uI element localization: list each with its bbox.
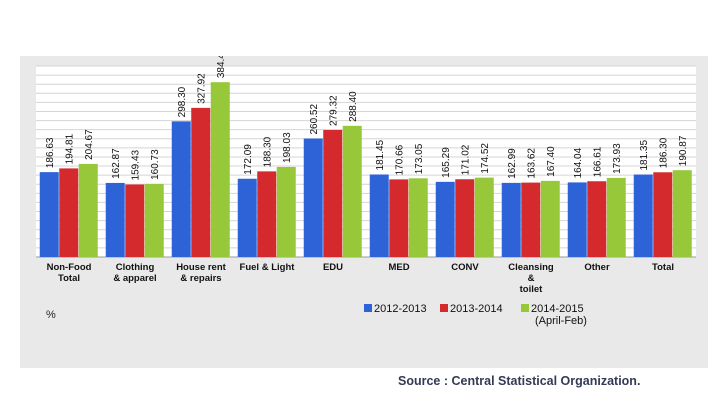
- bar-2013-2014-2: [191, 107, 211, 257]
- value-label: 165.29: [441, 147, 452, 178]
- value-label: 384.41: [216, 56, 227, 78]
- category-label: Non-Food: [47, 262, 92, 273]
- source-note: Source : Central Statistical Organizatio…: [398, 374, 641, 388]
- bar-2014-2015-2: [210, 82, 230, 258]
- value-label: 171.02: [461, 144, 472, 175]
- bar-2013-2014-5: [389, 179, 409, 257]
- bar-2013-2014-6: [455, 179, 475, 257]
- category-label: Fuel & Light: [240, 262, 296, 273]
- legend-label: 2014-2015: [531, 303, 584, 315]
- bar-chart: 186.63 162.87 298.30 172.09 260.52 181.45 165.…: [36, 56, 696, 327]
- value-label: 279.32: [329, 95, 340, 126]
- bar-2013-2014-0: [59, 168, 79, 257]
- bar-2012-2013-8: [567, 182, 587, 257]
- value-label: 288.40: [348, 91, 359, 122]
- value-label: 174.52: [480, 143, 491, 174]
- category-label: Total: [58, 273, 80, 284]
- value-label: 173.93: [612, 143, 623, 174]
- bar-2014-2015-7: [540, 180, 560, 257]
- bar-2013-2014-7: [521, 182, 541, 257]
- category-label: toilet: [520, 284, 544, 295]
- value-label: 181.45: [375, 139, 386, 170]
- value-label: 198.03: [282, 132, 293, 163]
- value-label: 162.87: [111, 148, 122, 179]
- value-label: 194.81: [65, 133, 76, 164]
- value-label: 159.43: [131, 149, 142, 180]
- bar-2014-2015-5: [408, 178, 428, 257]
- value-label: 186.30: [659, 137, 670, 168]
- value-label: 186.63: [45, 137, 56, 168]
- bar-2012-2013-6: [435, 181, 455, 257]
- legend-swatch: [521, 304, 529, 312]
- bar-2014-2015-1: [144, 183, 164, 257]
- value-label: 298.30: [177, 86, 188, 117]
- bar-2013-2014-9: [653, 172, 673, 257]
- bar-2013-2014-4: [323, 129, 343, 257]
- value-label: 204.67: [84, 129, 95, 160]
- legend-swatch: [364, 304, 372, 312]
- bar-2012-2013-7: [501, 182, 521, 257]
- legend-label-line2: (April-Feb): [535, 315, 587, 327]
- bar-2013-2014-8: [587, 181, 607, 257]
- chart-panel: 186.63 162.87 298.30 172.09 260.52 181.45 165.…: [20, 56, 708, 368]
- value-label: 164.04: [573, 147, 584, 178]
- category-label: Total: [652, 262, 674, 273]
- legend-swatch: [440, 304, 448, 312]
- bar-2014-2015-8: [606, 177, 626, 257]
- bar-2014-2015-3: [276, 166, 296, 257]
- value-label: 170.66: [395, 144, 406, 175]
- bar-2013-2014-3: [257, 171, 277, 257]
- category-label: &: [528, 273, 535, 284]
- legend-label: 2013-2014: [450, 303, 503, 315]
- value-label: 181.35: [639, 140, 650, 171]
- category-label: & apparel: [113, 273, 156, 284]
- bar-2012-2013-9: [633, 174, 653, 257]
- unit-note: %: [46, 309, 56, 321]
- value-label: 172.09: [243, 144, 254, 175]
- category-label: & repairs: [180, 273, 221, 284]
- value-label: 160.73: [150, 149, 161, 180]
- value-label: 327.92: [197, 73, 208, 104]
- value-label: 188.30: [263, 136, 274, 167]
- category-label: MED: [388, 262, 409, 273]
- category-label: House rent: [176, 262, 226, 273]
- value-label: 167.40: [546, 146, 557, 177]
- bar-2014-2015-0: [78, 163, 98, 257]
- bar-2012-2013-2: [171, 121, 191, 258]
- value-label: 162.99: [507, 148, 518, 179]
- bar-2014-2015-9: [672, 170, 692, 257]
- value-label: 166.61: [593, 146, 604, 177]
- bar-2014-2015-4: [342, 125, 362, 257]
- value-label: 173.05: [414, 143, 425, 174]
- bar-2012-2013-0: [39, 172, 59, 257]
- bar-2012-2013-5: [369, 174, 389, 257]
- category-label: Cleansing: [508, 262, 554, 273]
- bar-2012-2013-4: [303, 138, 323, 257]
- bar-2014-2015-6: [474, 177, 494, 257]
- bar-2012-2013-1: [105, 182, 125, 257]
- category-label: Clothing: [116, 262, 155, 273]
- value-label: 163.62: [527, 148, 538, 179]
- bar-2012-2013-3: [237, 178, 257, 257]
- value-label: 190.87: [678, 135, 689, 166]
- category-label: CONV: [451, 262, 479, 273]
- category-label: Other: [584, 262, 610, 273]
- legend-label: 2012-2013: [374, 303, 427, 315]
- bar-2013-2014-1: [125, 184, 145, 257]
- value-label: 260.52: [309, 104, 320, 135]
- category-label: EDU: [323, 262, 343, 273]
